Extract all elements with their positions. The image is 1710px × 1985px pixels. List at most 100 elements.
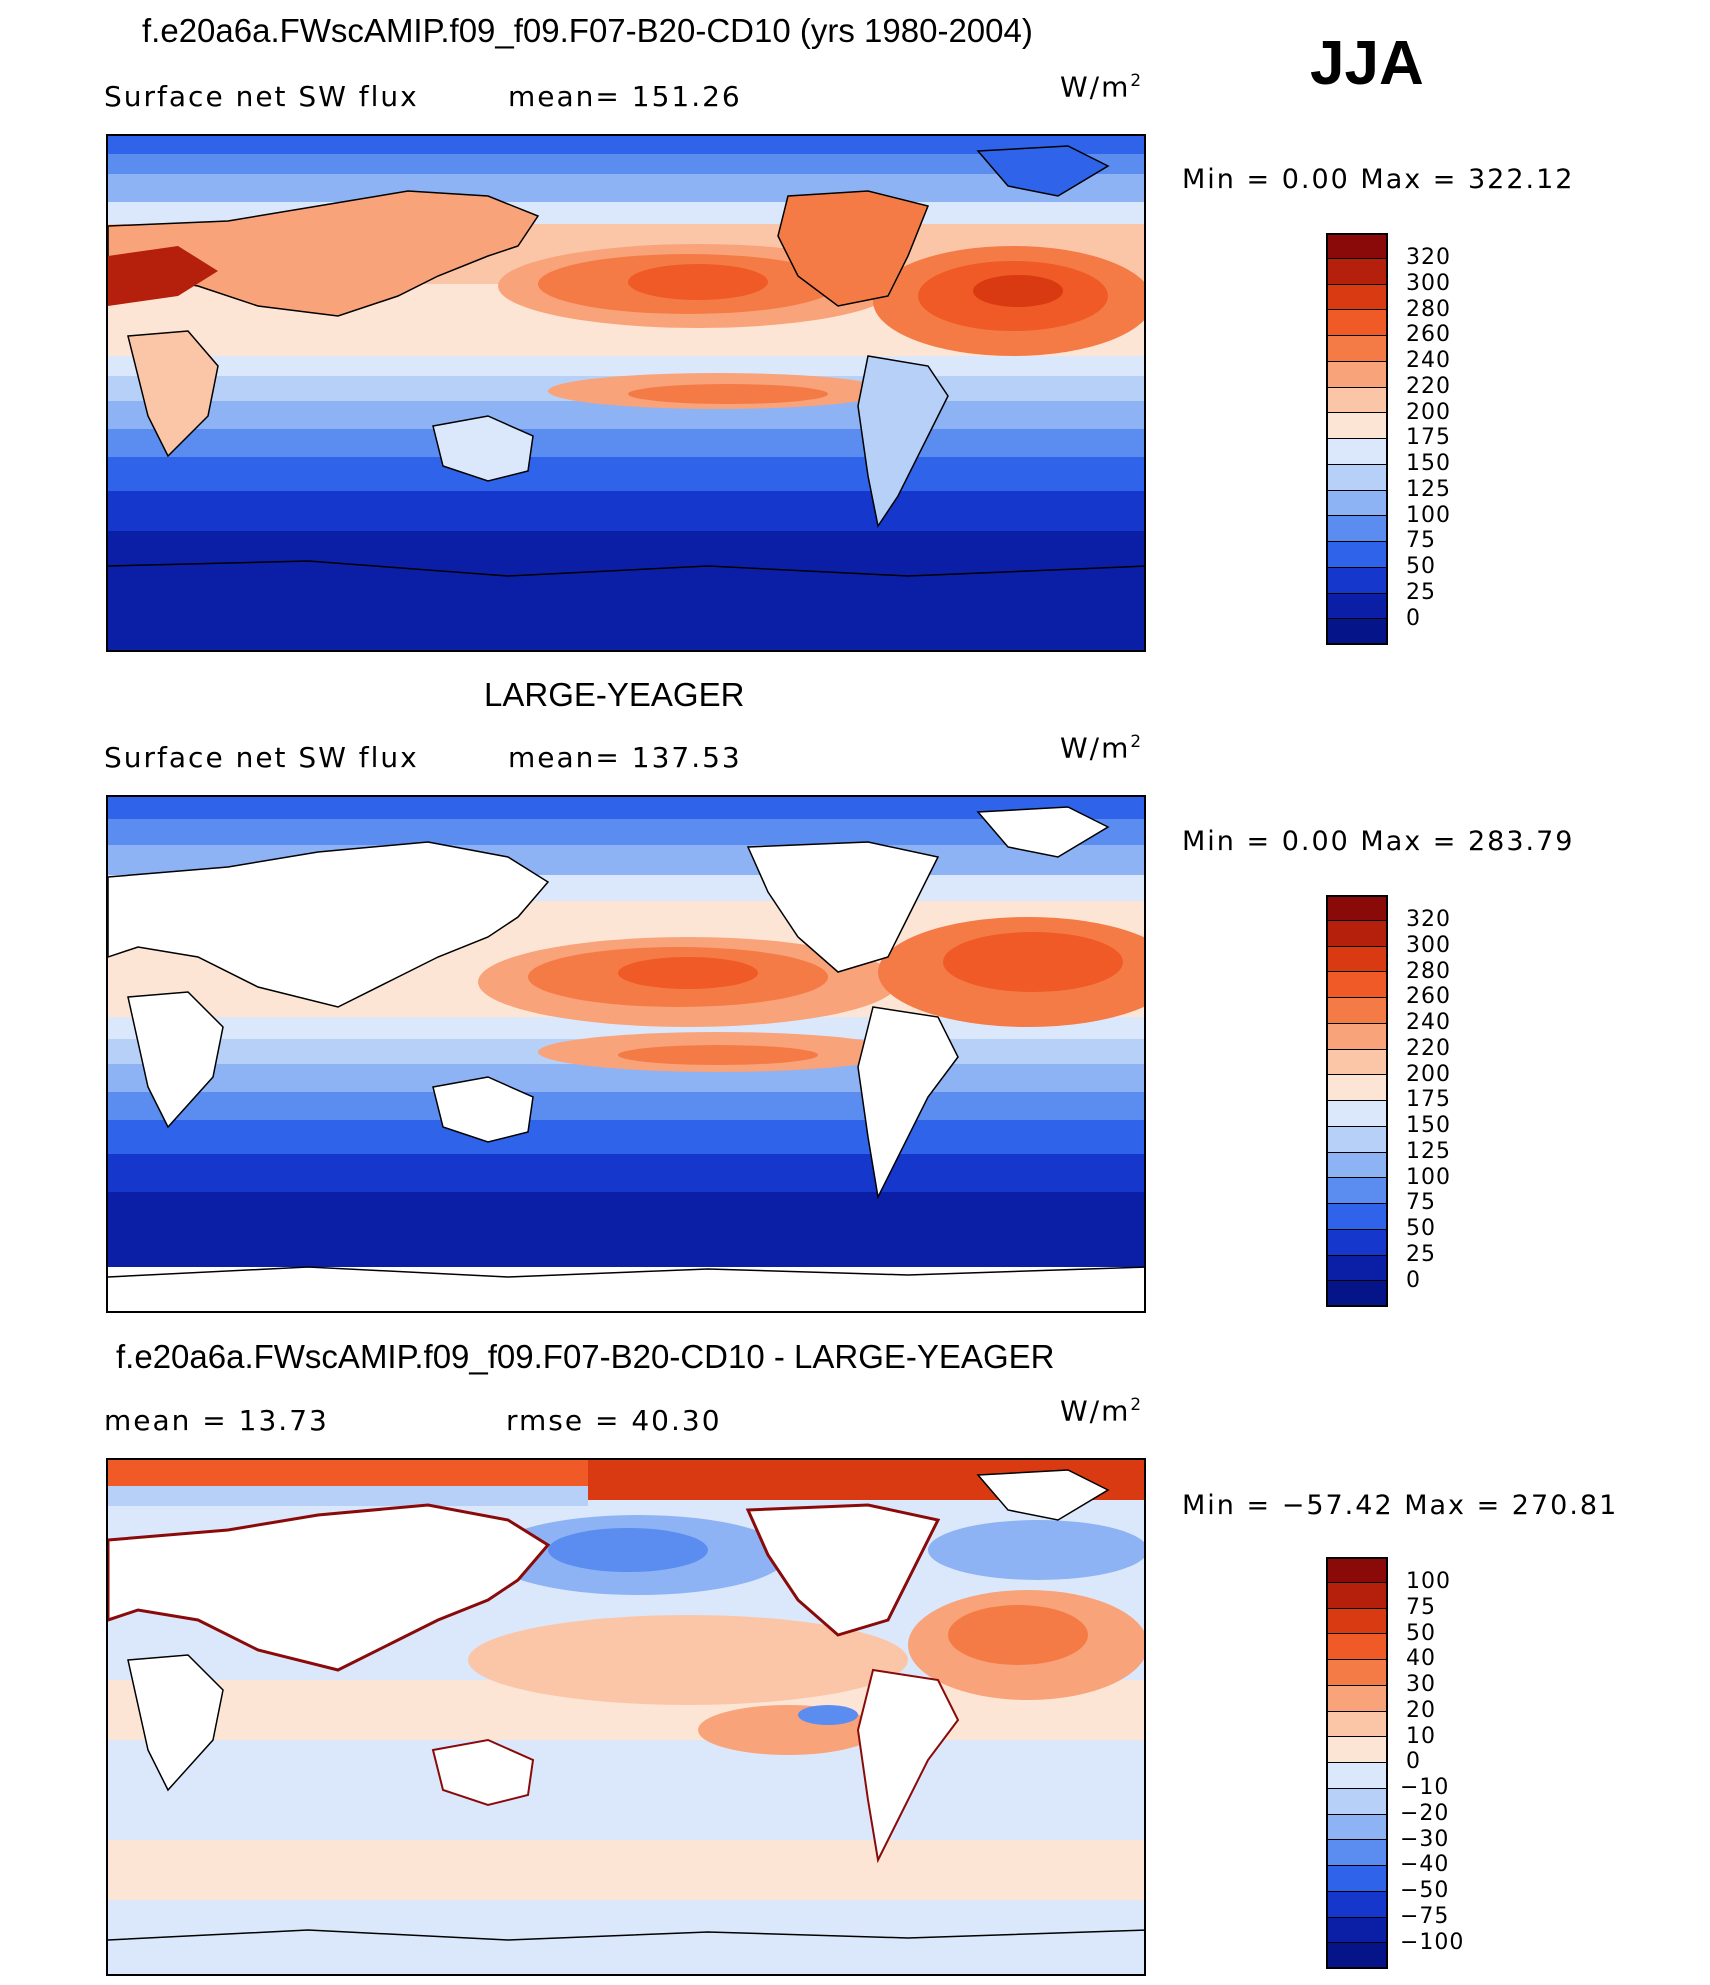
colorbar-swatch bbox=[1326, 972, 1388, 998]
colorbar-swatch bbox=[1326, 1814, 1388, 1841]
colorbar-tick-label: 50 bbox=[1406, 554, 1436, 579]
colorbar-tick-label: 220 bbox=[1406, 1035, 1451, 1061]
panel-3-map bbox=[106, 1458, 1146, 1976]
colorbar-tick-label: 320 bbox=[1406, 907, 1451, 932]
colorbar-tick-label: 100 bbox=[1406, 1569, 1451, 1594]
colorbar-tick-label: 125 bbox=[1406, 1138, 1451, 1164]
panel-2-field-label: Surface net SW flux bbox=[104, 741, 419, 774]
panel-3-minmax: Min = −57.42 Max = 270.81 bbox=[1182, 1490, 1619, 1521]
colorbar-swatch bbox=[1326, 387, 1388, 414]
colorbar-swatch bbox=[1326, 920, 1388, 947]
panel-1-colorbar bbox=[1326, 233, 1388, 645]
colorbar-swatch bbox=[1326, 258, 1388, 285]
panel-1-units: W/m2 bbox=[1060, 70, 1144, 104]
colorbar-swatch bbox=[1326, 1634, 1388, 1660]
colorbar-tick-label: 75 bbox=[1406, 1190, 1436, 1216]
panel-3-title: f.e20a6a.FWscAMIP.f09_f09.F07-B20-CD10 -… bbox=[116, 1338, 1055, 1375]
colorbar-swatch bbox=[1326, 1178, 1388, 1204]
panel-1-map-canvas bbox=[108, 136, 1144, 650]
colorbar-swatch bbox=[1326, 284, 1388, 311]
colorbar-tick-label: 50 bbox=[1406, 1620, 1436, 1646]
panel-2-map-canvas bbox=[108, 797, 1144, 1311]
colorbar-swatch bbox=[1326, 439, 1388, 465]
colorbar-swatch bbox=[1326, 1023, 1388, 1050]
panel-2-units: W/m2 bbox=[1060, 731, 1144, 765]
colorbar-tick-label: 320 bbox=[1406, 245, 1451, 270]
panel-2-title: LARGE-YEAGER bbox=[484, 676, 745, 713]
colorbar-swatch bbox=[1326, 1788, 1388, 1815]
season-label: JJA bbox=[1310, 29, 1424, 98]
colorbar-swatch bbox=[1326, 1763, 1388, 1789]
colorbar-swatch bbox=[1326, 998, 1388, 1024]
colorbar-tick-label: 75 bbox=[1406, 528, 1436, 554]
colorbar-swatch bbox=[1326, 1204, 1388, 1230]
colorbar-tick-label: 75 bbox=[1406, 1594, 1436, 1620]
colorbar-tick-label: 240 bbox=[1406, 348, 1451, 373]
colorbar-swatch bbox=[1326, 1737, 1388, 1763]
colorbar-swatch bbox=[1326, 1101, 1388, 1127]
colorbar-swatch bbox=[1326, 1126, 1388, 1153]
panel-3-units: W/m2 bbox=[1060, 1394, 1144, 1428]
colorbar-swatch bbox=[1326, 310, 1388, 336]
panel-2-map bbox=[106, 795, 1146, 1313]
colorbar-swatch bbox=[1326, 1557, 1388, 1583]
colorbar-swatch bbox=[1326, 1075, 1388, 1101]
colorbar-tick-label: 200 bbox=[1406, 399, 1451, 425]
colorbar-swatch bbox=[1326, 619, 1388, 645]
colorbar-tick-label: 240 bbox=[1406, 1010, 1451, 1035]
colorbar-tick-label: −50 bbox=[1400, 1878, 1450, 1903]
colorbar-swatch bbox=[1326, 413, 1388, 439]
colorbar-swatch bbox=[1326, 361, 1388, 388]
colorbar-swatch bbox=[1326, 1917, 1388, 1944]
colorbar-tick-label: 25 bbox=[1406, 1241, 1436, 1267]
colorbar-swatch bbox=[1326, 946, 1388, 973]
colorbar-tick-label: 300 bbox=[1406, 932, 1451, 958]
colorbar-tick-label: 20 bbox=[1406, 1697, 1436, 1723]
colorbar-tick-label: 0 bbox=[1406, 605, 1421, 631]
colorbar-swatch bbox=[1326, 1866, 1388, 1892]
colorbar-swatch bbox=[1326, 516, 1388, 542]
colorbar-tick-label: 25 bbox=[1406, 579, 1436, 605]
colorbar-swatch bbox=[1326, 1685, 1388, 1712]
colorbar-tick-label: 200 bbox=[1406, 1061, 1451, 1087]
colorbar-tick-label: −100 bbox=[1400, 1929, 1465, 1955]
panel-2-mean: mean= 137.53 bbox=[508, 741, 742, 774]
colorbar-swatch bbox=[1326, 1943, 1388, 1969]
colorbar-swatch bbox=[1326, 464, 1388, 491]
colorbar-tick-label: 280 bbox=[1406, 296, 1451, 322]
colorbar-tick-label: 50 bbox=[1406, 1216, 1436, 1241]
colorbar-swatch bbox=[1326, 1660, 1388, 1686]
colorbar-swatch bbox=[1326, 233, 1388, 259]
colorbar-tick-label: 0 bbox=[1406, 1267, 1421, 1293]
colorbar-tick-label: 0 bbox=[1406, 1749, 1421, 1775]
colorbar-swatch bbox=[1326, 593, 1388, 620]
panel-3-mean: mean = 13.73 bbox=[104, 1404, 329, 1437]
colorbar-tick-label: 175 bbox=[1406, 1087, 1451, 1113]
colorbar-tick-label: 10 bbox=[1406, 1723, 1436, 1749]
colorbar-tick-label: 300 bbox=[1406, 270, 1451, 296]
colorbar-tick-label: 100 bbox=[1406, 1164, 1451, 1190]
colorbar-swatch bbox=[1326, 1049, 1388, 1076]
colorbar-tick-label: 175 bbox=[1406, 425, 1451, 451]
colorbar-tick-label: −20 bbox=[1400, 1800, 1450, 1826]
colorbar-tick-label: 220 bbox=[1406, 373, 1451, 399]
panel-3-colorbar bbox=[1326, 1557, 1388, 1969]
colorbar-swatch bbox=[1326, 1229, 1388, 1256]
panel-3-map-canvas bbox=[108, 1460, 1144, 1974]
colorbar-swatch bbox=[1326, 1891, 1388, 1918]
colorbar-tick-label: −10 bbox=[1400, 1775, 1450, 1800]
colorbar-tick-label: 100 bbox=[1406, 502, 1451, 528]
colorbar-tick-label: 150 bbox=[1406, 451, 1451, 476]
colorbar-tick-label: −75 bbox=[1400, 1903, 1450, 1929]
colorbar-tick-label: −30 bbox=[1400, 1826, 1450, 1852]
colorbar-tick-label: 260 bbox=[1406, 984, 1451, 1010]
colorbar-swatch bbox=[1326, 542, 1388, 568]
colorbar-swatch bbox=[1326, 895, 1388, 921]
colorbar-swatch bbox=[1326, 567, 1388, 594]
colorbar-tick-label: 40 bbox=[1406, 1646, 1436, 1672]
colorbar-tick-label: 280 bbox=[1406, 958, 1451, 984]
colorbar-swatch bbox=[1326, 336, 1388, 362]
colorbar-tick-label: −40 bbox=[1400, 1852, 1450, 1878]
colorbar-tick-label: 125 bbox=[1406, 476, 1451, 502]
panel-1-title: f.e20a6a.FWscAMIP.f09_f09.F07-B20-CD10 (… bbox=[142, 12, 1033, 49]
